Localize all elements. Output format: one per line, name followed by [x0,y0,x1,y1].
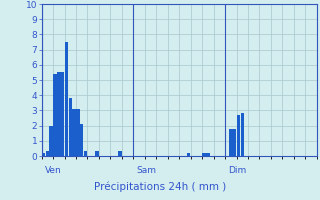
Bar [72,109,76,156]
Bar [49,126,53,156]
Bar [65,42,68,156]
Bar [76,109,80,156]
Bar [57,72,60,156]
Bar [237,115,240,156]
Bar [95,151,99,156]
Text: Précipitations 24h ( mm ): Précipitations 24h ( mm ) [94,182,226,192]
Bar [42,153,45,156]
Text: Sam: Sam [137,166,156,175]
Bar [46,151,49,156]
Bar [61,72,64,156]
Bar [202,153,206,156]
Text: Ven: Ven [45,166,61,175]
Bar [187,153,190,156]
Bar [68,98,72,156]
Bar [229,129,233,156]
Bar [80,124,84,156]
Bar [233,129,236,156]
Bar [241,113,244,156]
Bar [53,74,57,156]
Bar [206,153,210,156]
Text: Dim: Dim [228,166,246,175]
Bar [118,151,122,156]
Bar [84,151,87,156]
